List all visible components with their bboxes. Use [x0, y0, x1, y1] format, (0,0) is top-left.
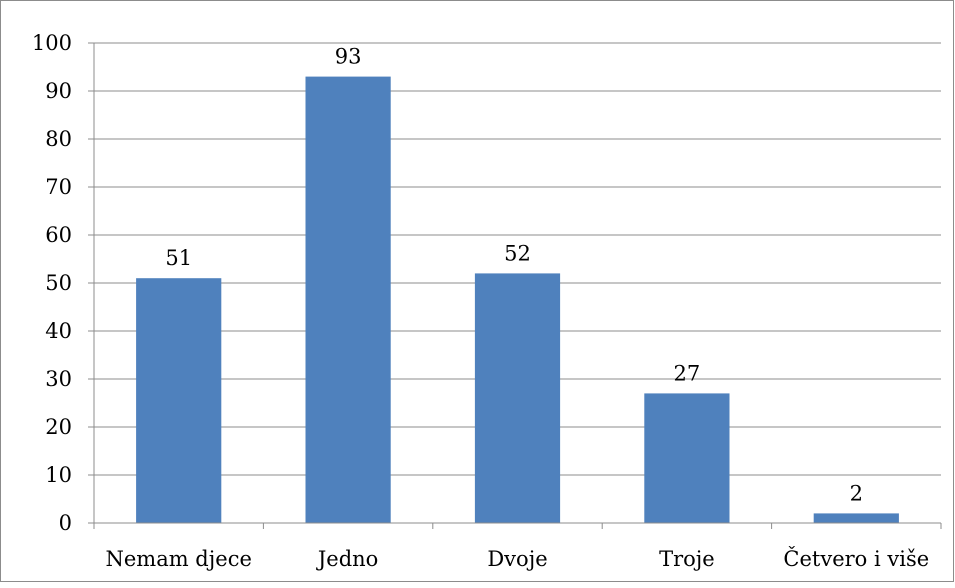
data-label: 93 — [335, 45, 362, 69]
data-label: 2 — [850, 481, 863, 505]
y-tick-label: 50 — [45, 271, 72, 295]
bar-3 — [474, 273, 561, 523]
y-tick-label: 0 — [59, 511, 72, 535]
y-tick-labels: 0 10 20 30 40 50 60 70 80 90 100 — [32, 31, 72, 535]
x-category-label: Troje — [659, 547, 715, 571]
y-tick-label: 70 — [45, 175, 72, 199]
y-tick-label: 40 — [45, 319, 72, 343]
y-tick-label: 10 — [45, 463, 72, 487]
data-label: 52 — [504, 241, 531, 265]
y-tick-label: 20 — [45, 415, 72, 439]
x-category-label: Četvero i više — [783, 546, 929, 571]
data-label: 27 — [674, 361, 701, 385]
data-label: 51 — [165, 246, 192, 270]
y-tick-label: 30 — [45, 367, 72, 391]
y-tick-label: 100 — [32, 31, 72, 55]
bars — [136, 76, 899, 523]
bar-1 — [136, 278, 222, 523]
bar-2 — [305, 76, 391, 523]
axes — [88, 42, 942, 529]
x-category-label: Dvoje — [487, 547, 547, 571]
bar-5 — [813, 513, 899, 523]
y-tick-label: 80 — [45, 127, 72, 151]
x-category-label: Jedno — [316, 547, 378, 571]
y-tick-label: 60 — [45, 223, 72, 247]
bar-4 — [644, 393, 730, 523]
x-tick-labels: Nemam djece Jedno Dvoje Troje Četvero i više — [105, 546, 929, 571]
data-labels: 51 93 52 27 2 — [165, 45, 863, 506]
x-category-label: Nemam djece — [105, 547, 251, 571]
y-tick-label: 90 — [45, 79, 72, 103]
